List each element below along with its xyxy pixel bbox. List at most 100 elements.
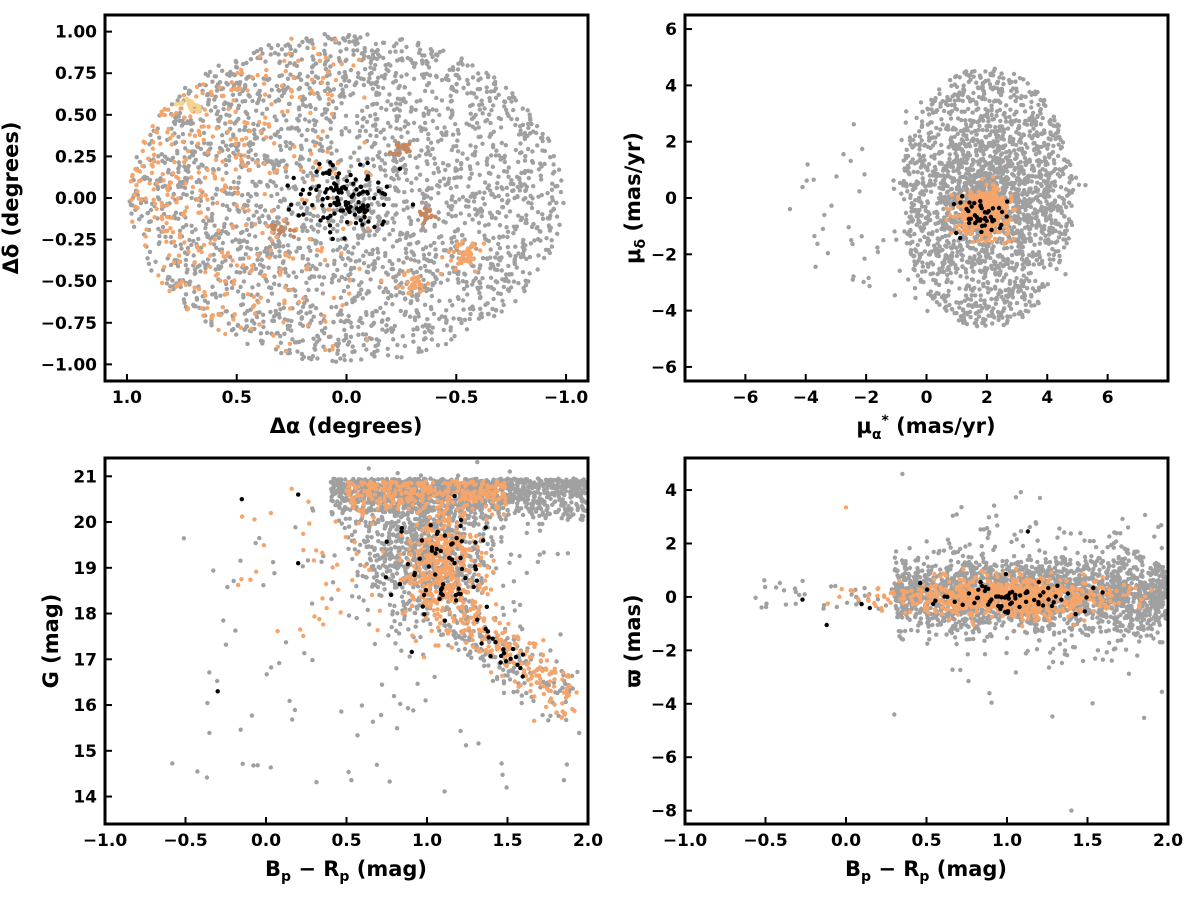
position-point-field xyxy=(255,292,260,297)
position-point-field xyxy=(416,240,421,245)
position-point-field xyxy=(448,99,453,104)
position-point-field xyxy=(472,207,478,212)
position-point-field xyxy=(331,87,337,92)
pm-point-field xyxy=(1049,220,1054,226)
position-point-candidate xyxy=(203,269,208,275)
position-point-field xyxy=(359,233,365,238)
position-point-field xyxy=(240,229,245,235)
position-point-field xyxy=(307,148,313,153)
pm-point-field xyxy=(1033,152,1039,157)
position-point-field xyxy=(496,174,501,179)
position-point-candidate xyxy=(289,94,294,100)
position-point-field xyxy=(311,227,316,232)
position-point-candidate xyxy=(327,207,332,212)
position-point-field xyxy=(497,223,503,228)
position-point-field xyxy=(534,226,539,231)
position-point-candidate xyxy=(171,260,177,265)
position-point-candidate xyxy=(438,271,444,277)
position-point-field xyxy=(351,226,357,231)
position-point-field xyxy=(137,159,143,165)
pm-point-field xyxy=(951,125,956,130)
position-point-field xyxy=(358,316,363,321)
position-point-candidate xyxy=(196,286,202,292)
position-point-candidate xyxy=(174,110,179,116)
position-point-field xyxy=(373,41,379,47)
position-point-field xyxy=(557,222,562,227)
position-point-field xyxy=(203,225,208,231)
position-point-field xyxy=(308,218,314,223)
position-point-candidate xyxy=(340,303,345,308)
position-point-field xyxy=(364,119,370,125)
pm-point-field xyxy=(957,305,962,310)
position-point-candidate xyxy=(202,290,207,295)
position-point-field xyxy=(192,267,198,272)
position-point-candidate xyxy=(196,141,201,146)
pm-point-field xyxy=(1058,146,1064,151)
position-point-member xyxy=(336,171,342,176)
position-point-field xyxy=(191,303,197,309)
position-point-candidate xyxy=(205,305,210,311)
position-point-field xyxy=(210,196,215,201)
position-point-field xyxy=(421,277,426,282)
position-point-field xyxy=(421,72,427,77)
pm-point-field xyxy=(1053,166,1058,172)
position-point-field xyxy=(487,134,492,139)
position-point-candidate xyxy=(136,196,141,201)
pm-point-field xyxy=(989,106,994,112)
position-point-field xyxy=(350,297,355,302)
position-point-field xyxy=(297,113,302,118)
position-point-candidate xyxy=(280,109,285,115)
position-point-field xyxy=(338,82,344,88)
position-point-field xyxy=(160,158,165,164)
position-point-field xyxy=(240,193,245,198)
position-point-field xyxy=(399,49,404,54)
position-point-field xyxy=(428,140,434,145)
pm-point-field xyxy=(989,309,994,314)
position-point-field xyxy=(368,65,373,70)
position-point-candidate xyxy=(170,195,175,200)
position-point-field xyxy=(250,157,255,162)
position-point-field xyxy=(182,300,187,305)
position-point-field xyxy=(446,163,451,168)
position-point-candidate xyxy=(218,313,223,318)
pm-point-field xyxy=(938,104,943,109)
position-point-field xyxy=(277,240,282,246)
pm-point-field xyxy=(1051,114,1057,119)
position-point-field xyxy=(300,356,305,362)
pm-point-field xyxy=(954,187,960,192)
position-point-candidate xyxy=(402,271,407,276)
position-point-field xyxy=(185,245,191,251)
position-point-field xyxy=(171,119,177,125)
position-point-field xyxy=(474,120,480,126)
position-point-field xyxy=(236,180,241,185)
pm-point-field xyxy=(960,253,965,258)
position-point-member xyxy=(381,202,386,207)
position-point-field xyxy=(422,88,428,94)
position-point-field xyxy=(377,54,382,59)
pm-point-field xyxy=(936,151,941,156)
position-point-field xyxy=(396,176,401,181)
position-point-candidate xyxy=(261,81,267,86)
pm-point-field xyxy=(924,188,929,193)
position-point-field xyxy=(449,253,454,259)
position-point-field xyxy=(468,311,473,317)
position-point-field xyxy=(335,222,340,228)
position-point-field xyxy=(465,77,470,83)
position-point-field xyxy=(241,279,247,284)
position-point-candidate xyxy=(329,111,335,117)
pm-point-field xyxy=(1017,125,1022,130)
position-point-field xyxy=(450,112,455,118)
pm-point-field xyxy=(986,290,991,295)
position-point-field xyxy=(501,284,506,290)
position-point-field xyxy=(380,40,386,45)
position-point-member xyxy=(349,194,354,199)
position-point-field xyxy=(411,339,416,344)
position-point-field xyxy=(535,267,540,272)
position-point-field xyxy=(283,139,288,145)
position-point-field xyxy=(519,217,524,222)
position-point-candidate xyxy=(257,54,262,59)
position-point-field xyxy=(295,349,300,354)
position-point-field xyxy=(486,222,491,227)
position-point-field xyxy=(399,134,404,139)
pm-point-field xyxy=(913,248,918,253)
